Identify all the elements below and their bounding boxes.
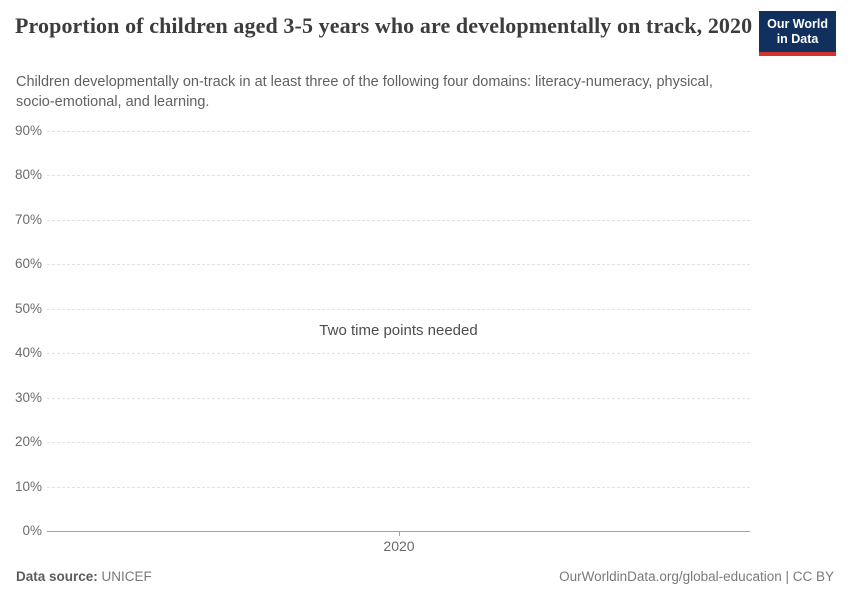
y-gridline	[47, 353, 750, 355]
y-axis-tick-label: 10%	[14, 478, 42, 494]
license-link[interactable]: OurWorldinData.org/global-education | CC…	[559, 569, 834, 584]
owid-logo[interactable]: Our World in Data	[759, 11, 836, 56]
data-source-label: Data source:	[16, 569, 98, 584]
y-axis-tick-label: 30%	[14, 389, 42, 405]
y-gridline	[47, 308, 750, 310]
y-gridline	[47, 219, 750, 221]
y-gridline	[47, 175, 750, 177]
y-gridline	[47, 131, 750, 132]
y-axis-tick-label: 50%	[14, 300, 42, 316]
y-axis-tick-label: 40%	[14, 345, 42, 361]
data-source: Data source: UNICEF	[16, 568, 152, 585]
y-axis-tick-label: 90%	[14, 123, 42, 138]
y-gridline	[47, 397, 750, 399]
y-axis-tick-label: 20%	[14, 434, 42, 450]
owid-logo-line1: Our World	[767, 17, 828, 31]
y-gridline	[47, 264, 750, 266]
empty-state-message: Two time points needed	[319, 322, 478, 339]
y-gridline	[47, 486, 750, 488]
chart-subtitle: Children developmentally on-track in at …	[16, 74, 713, 110]
x-axis-tick-mark	[399, 531, 400, 536]
y-gridline	[47, 442, 750, 444]
y-axis-tick-label: 80%	[14, 167, 42, 183]
x-axis-line	[47, 531, 750, 532]
x-axis-tick-label: 2020	[383, 538, 415, 554]
data-source-value: UNICEF	[101, 569, 152, 584]
chart-footer: Data source: UNICEF OurWorldinData.org/g…	[16, 568, 834, 585]
y-axis-tick-label: 0%	[22, 523, 42, 538]
chart-title: Proportion of children aged 3-5 years wh…	[15, 13, 753, 38]
y-axis-tick-label: 70%	[14, 211, 42, 227]
owid-logo-line2: in Data	[776, 32, 819, 46]
y-axis-tick-label: 60%	[14, 256, 42, 272]
